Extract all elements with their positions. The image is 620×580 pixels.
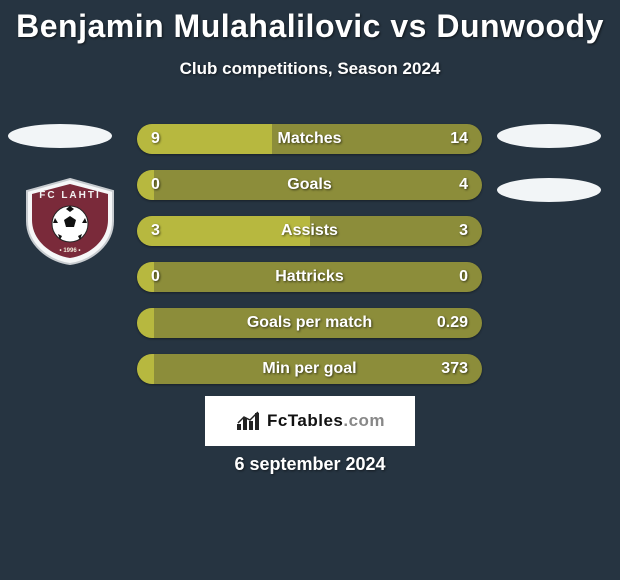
comparison-infographic: Benjamin Mulahalilovic vs Dunwoody Club … (0, 0, 620, 580)
stats-bars: Matches914Goals04Assists33Hattricks00Goa… (137, 124, 482, 400)
ellipse-2 (497, 178, 601, 202)
stat-value-right: 4 (459, 170, 468, 200)
subtitle: Club competitions, Season 2024 (0, 59, 620, 79)
svg-text:FC LAHTI: FC LAHTI (39, 190, 101, 201)
stat-label: Matches (137, 124, 482, 154)
stat-value-right: 14 (450, 124, 468, 154)
stat-value-left: 0 (151, 170, 160, 200)
page-title: Benjamin Mulahalilovic vs Dunwoody (0, 0, 620, 45)
stat-value-left: 3 (151, 216, 160, 246)
ellipse-0 (8, 124, 112, 148)
stat-label: Hattricks (137, 262, 482, 292)
attribution-icon (235, 410, 261, 432)
stat-label: Assists (137, 216, 482, 246)
stat-row-matches: Matches9 14 (137, 124, 482, 154)
stat-value-right: 0 (459, 262, 468, 292)
attribution-text: FcTables.com (267, 411, 385, 431)
footer-date: 6 september 2024 (0, 454, 620, 475)
stat-value-left: 0 (151, 262, 160, 292)
stat-label: Goals per match (137, 308, 482, 338)
stat-label: Min per goal (137, 354, 482, 384)
attribution-badge: FcTables.com (205, 396, 415, 446)
stat-label: Goals (137, 170, 482, 200)
stat-value-right: 3 (459, 216, 468, 246)
ellipse-1 (497, 124, 601, 148)
stat-row-min-per-goal: Min per goal373 (137, 354, 482, 384)
stat-value-right: 0.29 (437, 308, 468, 338)
stat-row-goals: Goals0 4 (137, 170, 482, 200)
stat-value-left: 9 (151, 124, 160, 154)
stat-value-right: 373 (441, 354, 468, 384)
stat-row-goals-per-match: Goals per match0.29 (137, 308, 482, 338)
stat-row-assists: Assists3 3 (137, 216, 482, 246)
club-badge: FC LAHTI • 1996 • (20, 176, 120, 266)
svg-text:• 1996 •: • 1996 • (60, 248, 81, 254)
stat-row-hattricks: Hattricks0 0 (137, 262, 482, 292)
